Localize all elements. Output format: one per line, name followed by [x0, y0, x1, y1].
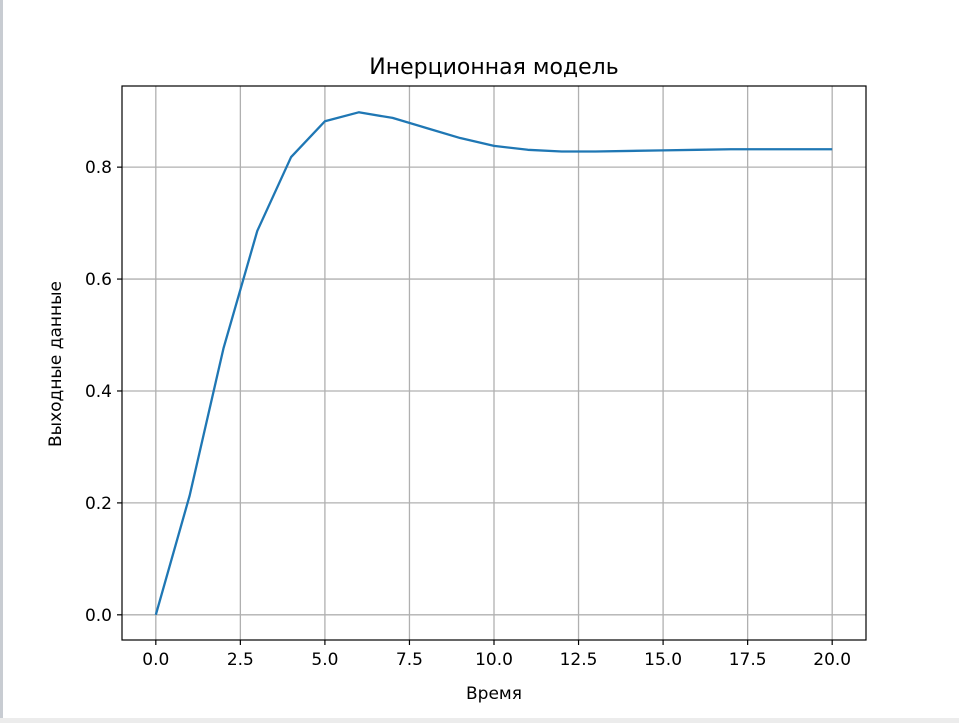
y-tick-label: 0.2: [85, 494, 112, 514]
x-tick-label: 15.0: [644, 650, 682, 670]
x-tick-label: 7.5: [396, 650, 423, 670]
x-tick-label: 17.5: [729, 650, 767, 670]
y-tick-label: 0.4: [85, 382, 112, 402]
x-tick-label: 10.0: [475, 650, 513, 670]
axes-frame: [121, 85, 867, 641]
x-tick-label: 20.0: [813, 650, 851, 670]
y-tick-label: 0.8: [85, 158, 112, 178]
x-axis-label: Время: [466, 684, 522, 704]
chart-title: Инерционная модель: [369, 55, 618, 80]
grid: [122, 86, 866, 640]
x-tick-label: 2.5: [227, 650, 254, 670]
background-window-edge: [0, 0, 3, 723]
y-tick-label: 0.6: [85, 270, 112, 290]
y-tick-label: 0.0: [85, 606, 112, 626]
x-tick-label: 12.5: [560, 650, 598, 670]
y-axis-label: Выходные данные: [46, 281, 66, 447]
series: [154, 111, 833, 616]
ticks: 0.0 2.5 5.0 7.5 10.0 12.5 15.0 17.5 20.0 0.0 0.2 0.…: [85, 158, 851, 670]
x-tick-label: 5.0: [311, 650, 338, 670]
window-bottom-bar: [0, 718, 959, 723]
x-tick-label: 0.0: [142, 650, 169, 670]
